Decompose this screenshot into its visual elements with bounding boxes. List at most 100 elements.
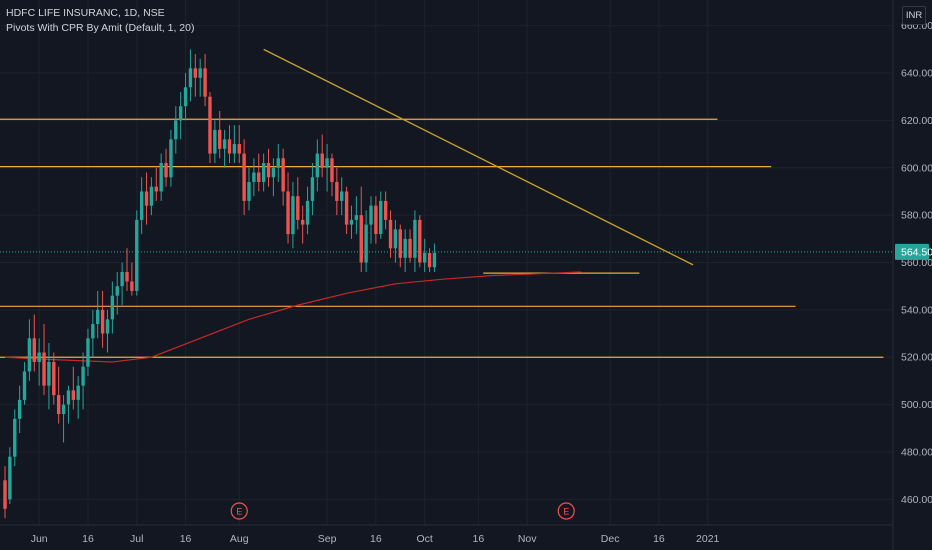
- candle-body: [183, 87, 188, 107]
- candle-up: [96, 290, 100, 339]
- x-tick-label: Jun: [31, 533, 48, 545]
- candle-up: [325, 144, 329, 192]
- candle-body: [291, 196, 295, 235]
- candle-body: [27, 338, 32, 372]
- candle-up: [403, 229, 407, 272]
- y-tick-label: 540.00: [901, 304, 932, 316]
- candle-down: [56, 366, 61, 424]
- candle-body: [22, 371, 27, 400]
- candle-body: [17, 399, 22, 419]
- candle-body: [144, 191, 149, 206]
- indicator-title[interactable]: Pivots With CPR By Amit (Default, 1, 20): [6, 22, 195, 34]
- candle-up: [305, 186, 310, 235]
- candle-body: [296, 196, 300, 220]
- candle-body: [261, 163, 266, 182]
- candle-down: [71, 366, 76, 410]
- candle-body: [408, 238, 412, 258]
- candle-down: [203, 54, 207, 107]
- x-tick-label: 16: [370, 533, 382, 545]
- candle-body: [242, 153, 246, 201]
- candle-down: [359, 186, 363, 272]
- x-tick-label: Sep: [318, 533, 337, 545]
- candle-up: [310, 163, 315, 216]
- x-tick-label: 16: [653, 533, 665, 545]
- candle-down: [154, 167, 158, 201]
- candle-down: [42, 324, 46, 396]
- candle-up: [22, 361, 27, 405]
- candle-down: [388, 210, 393, 258]
- candle-up: [276, 144, 280, 182]
- candle-body: [71, 390, 76, 400]
- x-tick-label: Jul: [130, 533, 143, 545]
- candle-down: [100, 290, 105, 348]
- candle-body: [81, 366, 85, 386]
- candle-body: [388, 219, 393, 249]
- candle-body: [42, 352, 46, 386]
- candle-up: [379, 191, 383, 239]
- candle-body: [218, 129, 222, 149]
- candle-up: [178, 91, 183, 140]
- candle-body: [13, 418, 17, 457]
- candle-body: [47, 361, 51, 386]
- currency-button[interactable]: INR: [902, 6, 926, 25]
- candle-up: [17, 385, 22, 434]
- candle-body: [232, 144, 237, 154]
- candle-body: [91, 324, 95, 339]
- candle-down: [383, 191, 388, 230]
- candle-down: [52, 352, 56, 405]
- candle-down: [227, 125, 232, 164]
- earnings-marker-circle: [230, 502, 248, 520]
- chart-legend: HDFC LIFE INSURANC, 1D, NSE Pivots With …: [6, 6, 194, 36]
- candle-down: [374, 196, 378, 244]
- candle-up: [432, 243, 437, 272]
- candle-down: [3, 466, 7, 519]
- candle-up: [159, 153, 163, 201]
- candle-up: [81, 352, 85, 410]
- candle-body: [344, 191, 349, 225]
- candle-down: [164, 148, 168, 187]
- candle-body: [247, 181, 251, 201]
- symbol-title[interactable]: HDFC LIFE INSURANC, 1D, NSE: [6, 7, 165, 19]
- candle-down: [281, 148, 285, 206]
- candle-body: [86, 338, 90, 367]
- moving-average-line: [4, 271, 581, 363]
- earnings-marker: E: [230, 502, 248, 520]
- x-tick-label: Nov: [518, 533, 537, 545]
- candle-down: [344, 186, 349, 235]
- candle-up: [61, 395, 66, 443]
- candle-body: [66, 390, 71, 405]
- candle-up: [413, 210, 417, 272]
- candle-body: [32, 338, 36, 362]
- candle-body: [96, 309, 100, 325]
- last-price-badge-label: 564.50: [901, 247, 932, 259]
- x-tick-label: 16: [180, 533, 192, 545]
- candle-up: [91, 309, 95, 358]
- y-tick-label: 500.00: [901, 399, 932, 411]
- candle-body: [61, 404, 66, 415]
- candle-body: [257, 172, 261, 182]
- candle-body: [325, 158, 329, 168]
- candle-body: [237, 144, 241, 154]
- candle-body: [227, 139, 232, 154]
- candle-up: [110, 281, 115, 334]
- candle-body: [335, 181, 339, 201]
- last-price-badge-box: [895, 243, 929, 260]
- x-tick-label: 16: [473, 533, 485, 545]
- earnings-marker-label: E: [236, 507, 242, 517]
- candle-body: [271, 167, 276, 178]
- candle-body: [178, 106, 183, 121]
- candle-body: [3, 480, 7, 509]
- candle-up: [369, 196, 373, 244]
- candle-body: [208, 96, 212, 154]
- candle-up: [247, 167, 251, 211]
- candle-body: [164, 163, 168, 178]
- candle-down: [125, 248, 129, 291]
- candle-body: [393, 229, 398, 249]
- candle-up: [188, 49, 193, 102]
- candle-up: [261, 153, 266, 192]
- candle-up: [149, 177, 154, 216]
- candle-up: [393, 219, 398, 263]
- candle-body: [76, 385, 80, 400]
- candle-up: [115, 271, 119, 315]
